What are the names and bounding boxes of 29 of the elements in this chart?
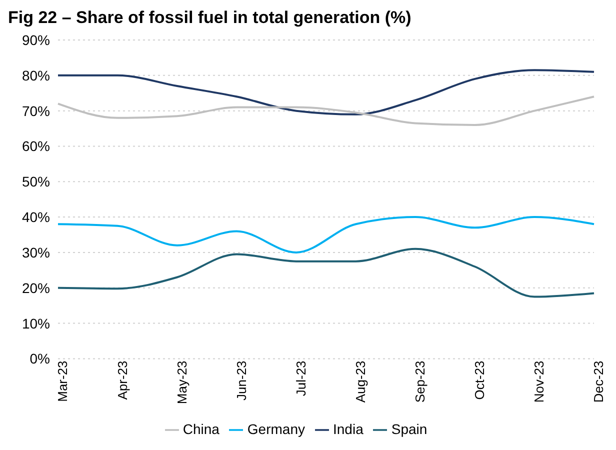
y-tick-label: 40% <box>22 209 50 226</box>
x-tick-label: Apr-23 <box>114 360 130 400</box>
x-tick-label: Jun-23 <box>234 360 249 400</box>
y-tick-label: 50% <box>22 174 50 190</box>
x-tick-label: Jul-23 <box>293 360 308 396</box>
legend-label: Spain <box>391 420 428 437</box>
legend-label: Germany <box>247 420 305 437</box>
y-tick-label: 80% <box>22 67 50 84</box>
legend-label: China <box>182 420 220 437</box>
line-series <box>57 216 595 254</box>
y-tick-label: 60% <box>22 138 50 154</box>
y-tick-label: 20% <box>22 280 50 296</box>
line-series <box>57 96 595 126</box>
chart-title: Fig 22 – Share of fossil fuel in total generation (%) <box>8 8 412 28</box>
x-tick-label: May-23 <box>174 360 190 404</box>
y-tick-label: 10% <box>22 315 50 332</box>
y-tick-label: 0% <box>30 350 50 367</box>
line-series <box>57 69 595 116</box>
y-tick-label: 30% <box>22 244 50 260</box>
x-tick-label: Oct-23 <box>472 360 488 400</box>
line-series <box>57 248 595 298</box>
y-tick-label: 70% <box>22 102 50 119</box>
x-tick-label: Nov-23 <box>532 360 547 403</box>
legend-label: India <box>333 420 364 437</box>
x-tick-label: Aug-23 <box>353 360 368 403</box>
x-tick-label: Mar-23 <box>55 360 70 402</box>
x-tick-label: Sep-23 <box>412 360 428 403</box>
x-tick-label: Dec-23 <box>591 360 606 403</box>
y-tick-label: 90% <box>22 32 50 48</box>
